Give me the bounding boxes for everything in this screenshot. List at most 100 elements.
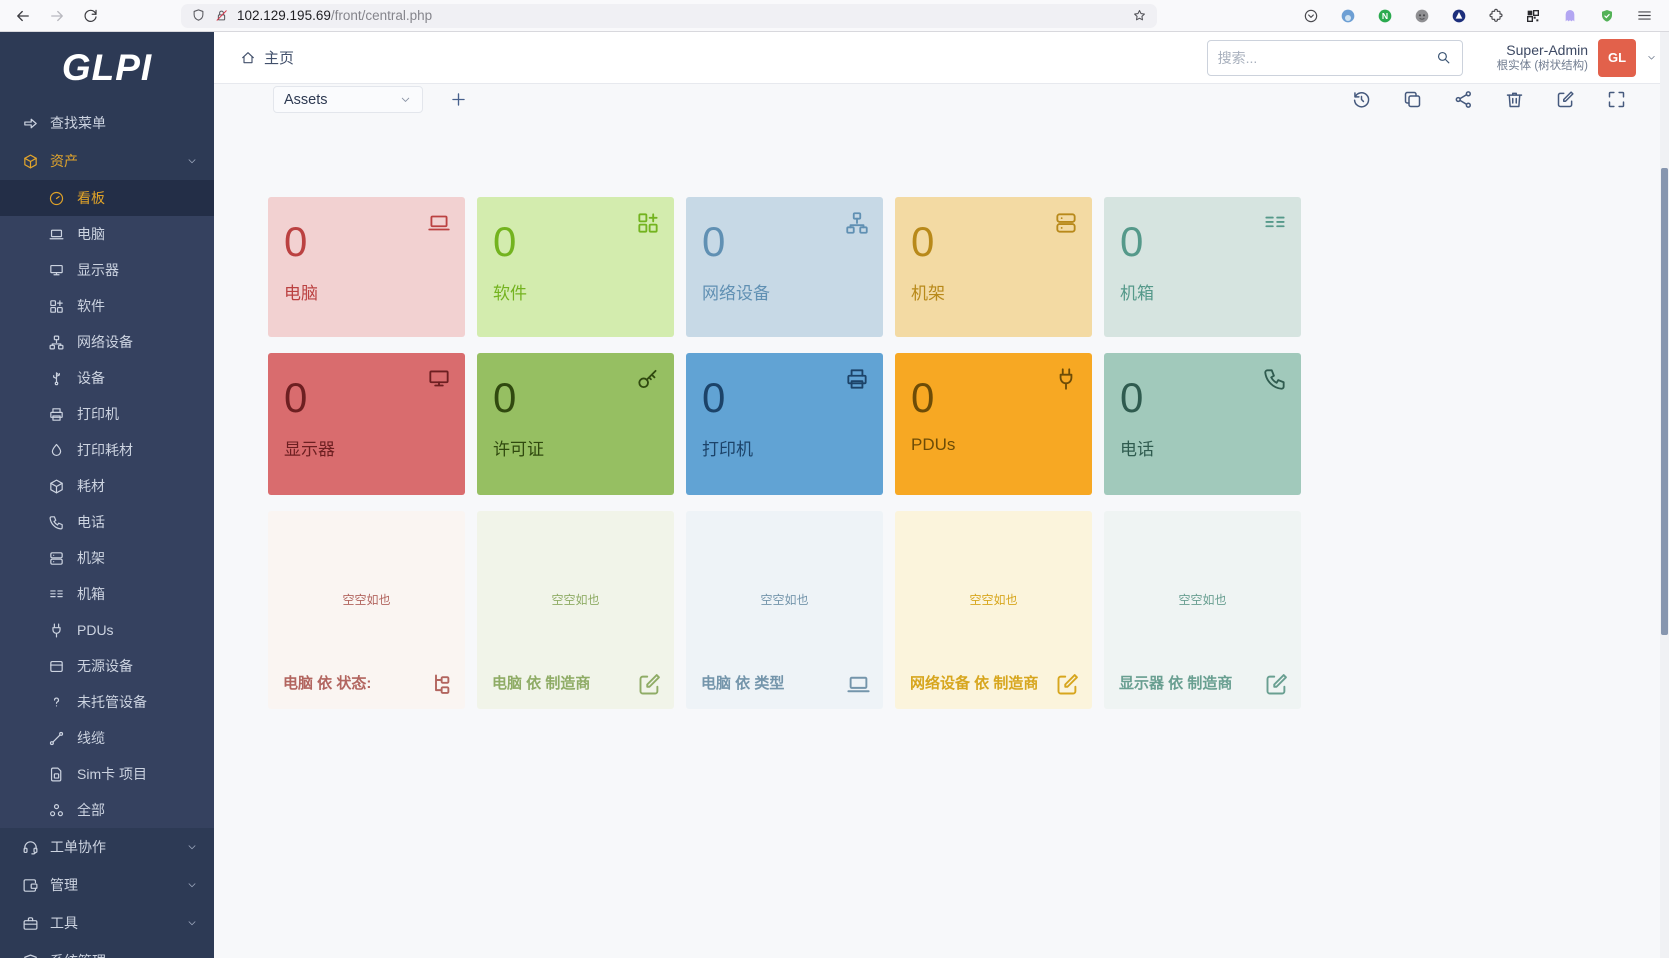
edit-icon[interactable] — [1054, 671, 1081, 698]
stat-card-phones[interactable]: 0 电话 — [1104, 353, 1301, 495]
sidebar-item-monitors[interactable]: 显示器 — [0, 252, 214, 288]
chart-card-computers-by-manufacturer[interactable]: 空空如也 电脑 依 制造商 — [477, 511, 674, 709]
sidebar-item-software[interactable]: 软件 — [0, 288, 214, 324]
copy-icon[interactable] — [1402, 89, 1423, 110]
laptop-icon — [48, 226, 65, 243]
user-menu[interactable]: Super-Admin 根实体 (树状结构) GL — [1496, 38, 1657, 77]
sidebar-item-cartridges[interactable]: 打印耗材 — [0, 432, 214, 468]
sidebar-item-dashboard[interactable]: 看板 — [0, 180, 214, 216]
sidebar-item-devices[interactable]: 设备 — [0, 360, 214, 396]
sidebar-item-passive-devices[interactable]: 无源设备 — [0, 648, 214, 684]
stat-card-software[interactable]: 0 软件 — [477, 197, 674, 337]
apps-plus-icon — [635, 210, 661, 236]
extension-green-n-icon[interactable]: N — [1377, 8, 1393, 24]
sidebar-item-find-menu[interactable]: 查找菜单 — [0, 104, 214, 142]
sidebar-item-printers[interactable]: 打印机 — [0, 396, 214, 432]
chart-card-monitors-by-manufacturer[interactable]: 空空如也 显示器 依 制造商 — [1104, 511, 1301, 709]
fullscreen-icon[interactable] — [1606, 89, 1627, 110]
extensions-puzzle-icon[interactable] — [1488, 8, 1504, 24]
sidebar-item-assets[interactable]: 资产 — [0, 142, 214, 180]
server-icon — [1053, 210, 1079, 236]
window-scrollbar[interactable] — [1660, 32, 1669, 958]
search-input[interactable] — [1217, 49, 1435, 66]
stat-card-network-devices[interactable]: 0 网络设备 — [686, 197, 883, 337]
chevron-down-icon — [186, 155, 198, 167]
browser-forward-button[interactable] — [48, 7, 66, 25]
extension-monkey-icon[interactable] — [1414, 8, 1430, 24]
breadcrumb[interactable]: 主页 — [240, 47, 294, 68]
rows-icon — [1262, 210, 1288, 236]
browser-chrome: 102.129.195.69/front/central.php N — [0, 0, 1669, 32]
main-area: 主页 Super-Admin 根实体 (树状结构) GL Assets — [214, 32, 1669, 958]
chart-card-network-devices-by-manufacturer[interactable]: 空空如也 网络设备 依 制造商 — [895, 511, 1092, 709]
chevron-down-icon — [186, 879, 198, 891]
server-icon — [48, 550, 65, 567]
sidebar-item-simcards[interactable]: Sim卡 项目 — [0, 756, 214, 792]
extension-navy-icon[interactable] — [1451, 8, 1467, 24]
dashboard-grid: 0 电脑 0 软件 0 网络设备 0 机架 0 机箱 — [268, 197, 1669, 709]
ghost-extension-icon[interactable] — [1562, 8, 1578, 24]
global-search — [1206, 39, 1463, 76]
scrollbar-thumb[interactable] — [1661, 168, 1668, 635]
dashboard-selector[interactable]: Assets — [273, 86, 423, 113]
sidebar-item-phones[interactable]: 电话 — [0, 504, 214, 540]
briefcase-icon — [22, 915, 39, 932]
add-dashboard-button[interactable] — [449, 90, 468, 109]
sidebar-item-management[interactable]: 管理 — [0, 866, 214, 904]
pocket-icon[interactable] — [1303, 8, 1319, 24]
insecure-lock-icon[interactable] — [214, 8, 229, 23]
sidebar-item-enclosures[interactable]: 机箱 — [0, 576, 214, 612]
cluster-icon — [48, 802, 65, 819]
stat-card-computers[interactable]: 0 电脑 — [268, 197, 465, 337]
stat-card-pdus[interactable]: 0 PDUs — [895, 353, 1092, 495]
adguard-shield-icon[interactable] — [1599, 8, 1615, 24]
sitemap-icon — [48, 334, 65, 351]
stat-card-racks[interactable]: 0 机架 — [895, 197, 1092, 337]
user-entity: 根实体 (树状结构) — [1496, 60, 1588, 73]
key-icon — [635, 366, 661, 392]
chart-card-computers-by-type[interactable]: 空空如也 电脑 依 类型 — [686, 511, 883, 709]
gauge-icon — [48, 190, 65, 207]
sidebar-item-consumables[interactable]: 耗材 — [0, 468, 214, 504]
share-icon[interactable] — [1453, 89, 1474, 110]
stat-card-printers[interactable]: 0 打印机 — [686, 353, 883, 495]
avatar[interactable]: GL — [1598, 38, 1636, 77]
browser-back-button[interactable] — [14, 7, 32, 25]
history-icon[interactable] — [1351, 89, 1372, 110]
chevron-down-icon — [186, 917, 198, 929]
sidebar-item-all-assets[interactable]: 全部 — [0, 792, 214, 828]
stat-card-enclosures[interactable]: 0 机箱 — [1104, 197, 1301, 337]
sidebar-item-network-devices[interactable]: 网络设备 — [0, 324, 214, 360]
sidebar-item-cables[interactable]: 线缆 — [0, 720, 214, 756]
search-icon[interactable] — [1435, 49, 1452, 66]
sidebar-item-assistance[interactable]: 工单协作 — [0, 828, 214, 866]
sidebar-item-unmanaged[interactable]: 未托管设备 — [0, 684, 214, 720]
stat-card-licenses[interactable]: 0 许可证 — [477, 353, 674, 495]
browser-reload-button[interactable] — [82, 7, 99, 24]
edit-icon[interactable] — [1263, 671, 1290, 698]
glpi-logo[interactable]: GLPI — [61, 47, 153, 88]
browser-menu-icon[interactable] — [1636, 7, 1653, 24]
sidebar-item-racks[interactable]: 机架 — [0, 540, 214, 576]
bookmark-star-icon[interactable] — [1132, 8, 1147, 23]
panel-icon — [48, 658, 65, 675]
wallet-icon — [22, 877, 39, 894]
page-header: 主页 Super-Admin 根实体 (树状结构) GL — [214, 32, 1669, 84]
tracking-shield-icon[interactable] — [191, 8, 206, 23]
sidebar-item-computers[interactable]: 电脑 — [0, 216, 214, 252]
trash-icon[interactable] — [1504, 89, 1525, 110]
usb-icon — [48, 370, 65, 387]
edit-icon[interactable] — [1555, 89, 1576, 110]
stat-card-monitors[interactable]: 0 显示器 — [268, 353, 465, 495]
chevron-down-icon — [399, 93, 412, 106]
chart-card-computers-by-status[interactable]: 空空如也 电脑 依 状态: — [268, 511, 465, 709]
extension-blue-icon[interactable] — [1340, 8, 1356, 24]
question-icon — [48, 694, 65, 711]
sidebar-item-tools[interactable]: 工具 — [0, 904, 214, 942]
browser-url-bar[interactable]: 102.129.195.69/front/central.php — [181, 3, 1157, 28]
qr-extension-icon[interactable] — [1525, 8, 1541, 24]
sidebar-item-pdus[interactable]: PDUs — [0, 612, 214, 648]
edit-icon[interactable] — [636, 671, 663, 698]
sidebar-item-administration[interactable]: 系统管理 — [0, 942, 214, 958]
arrow-right-icon — [22, 115, 39, 132]
